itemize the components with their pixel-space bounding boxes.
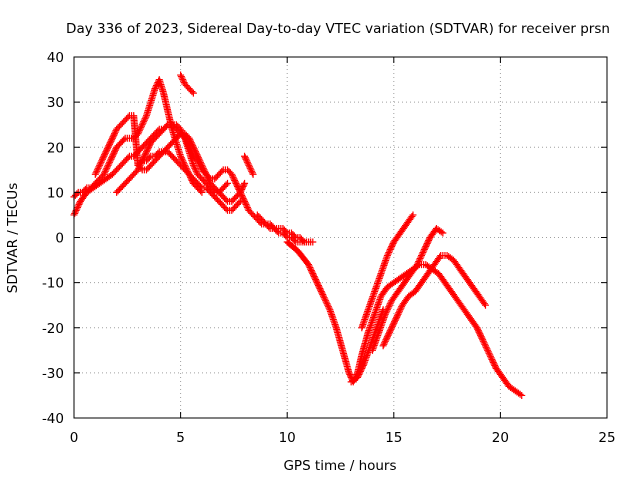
series-track-8 [253, 211, 317, 246]
data-series [70, 71, 526, 399]
x-tick-label: 25 [598, 430, 615, 446]
series-markers [177, 71, 197, 97]
y-tick-label: -20 [42, 321, 64, 337]
series-track-13 [347, 306, 387, 386]
series-markers [368, 224, 447, 354]
x-tick-labels: 0 5 10 15 20 25 [70, 430, 616, 446]
y-tick-label: 10 [47, 185, 64, 201]
x-tick-label: 10 [279, 430, 296, 446]
chart-title: Day 336 of 2023, Sidereal Day-to-day VTE… [66, 21, 610, 37]
plot-frame [73, 56, 608, 419]
series-track-12 [379, 252, 489, 350]
y-axis-label: SDTVAR / TECUs [5, 183, 21, 293]
series-markers [379, 252, 489, 350]
series-track-4 [113, 121, 232, 196]
x-axis-label: GPS time / hours [283, 458, 396, 474]
series-track-7 [241, 152, 257, 178]
y-tick-label: 20 [47, 140, 64, 156]
y-tick-label: -10 [42, 276, 64, 292]
series-markers [283, 238, 526, 399]
x-tick-label: 5 [176, 430, 185, 446]
y-tick-label: -30 [42, 366, 64, 382]
series-track-5 [134, 148, 244, 214]
axis-ticks [73, 56, 608, 419]
series-track-9 [283, 238, 526, 399]
series-markers [253, 211, 317, 246]
y-tick-labels: -40 -30 -20 -10 0 10 20 30 40 [42, 50, 64, 427]
y-tick-label: -40 [42, 411, 64, 427]
y-tick-label: 40 [47, 50, 64, 66]
series-track-6 [177, 71, 197, 97]
y-tick-label: 0 [55, 231, 64, 247]
y-tick-label: 30 [47, 95, 64, 111]
x-tick-label: 0 [70, 430, 79, 446]
series-track-10 [358, 211, 417, 332]
x-tick-label: 20 [492, 430, 509, 446]
x-tick-label: 15 [385, 430, 402, 446]
series-track-11 [368, 224, 447, 354]
grid-lines [74, 57, 607, 418]
